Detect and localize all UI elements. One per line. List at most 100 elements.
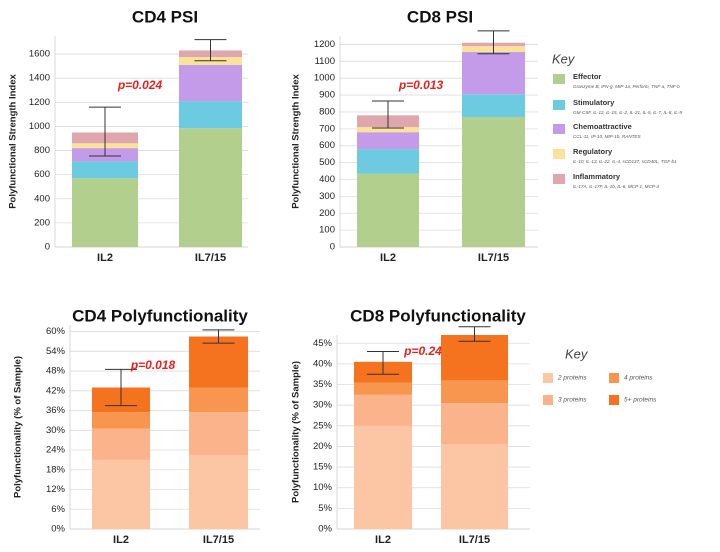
y-axis-label: Polyfunctionality (% of Sample)	[291, 361, 302, 503]
bar-segment-effector	[462, 117, 525, 247]
y-tick-label: 500	[319, 157, 335, 168]
x-tick-label: IL2	[375, 534, 391, 546]
chart-3: CD4 Polyfunctionality Polyfunctionality (…	[13, 306, 260, 546]
bar-segment-chemoattractive	[357, 132, 419, 150]
y-tick-label: 200	[319, 208, 335, 219]
legend-label: 5+ proteins	[624, 397, 657, 404]
y-axis-label: Polyfunctional Strength Index	[291, 73, 302, 208]
y-tick-label: 60%	[46, 326, 66, 337]
y-tick-label: 300	[319, 191, 335, 202]
p-value-annotation: p=0.013	[398, 78, 444, 92]
y-tick-label: 5%	[318, 503, 332, 514]
error-bar	[458, 326, 491, 342]
bar-segment-p4	[92, 412, 150, 429]
y-tick-label: 20%	[313, 441, 333, 452]
bar-segment-p3	[354, 394, 412, 426]
chart-2: CD8 PSI Polyfunctional Strength Index 0 100…	[291, 7, 538, 264]
bar-segment-p2	[354, 425, 412, 529]
legend-item-regulatory: Regulatory IL-10, IL-13, IL-22, IL-4, sCD…	[553, 147, 677, 164]
legend-label: Chemoattractive	[573, 122, 632, 131]
error-bar	[372, 100, 404, 129]
bar-segment-stimulatory	[179, 101, 242, 129]
y-tick-label: 700	[319, 123, 335, 134]
legend-swatch	[553, 124, 565, 134]
y-axis-label: Polyfunctional Strength Index	[8, 73, 19, 208]
legend-item-stimulatory: Stimulatory GM-CSF, IL-12, IL-15, IL-2, I…	[553, 98, 682, 115]
legend-label: Stimulatory	[573, 98, 615, 107]
x-tick-label: IL7/15	[459, 534, 490, 546]
y-tick-label: 400	[319, 174, 335, 185]
bar-segment-p4	[441, 380, 508, 404]
legend-item-p5: 5+ proteins	[609, 395, 657, 405]
bar-segment-stimulatory	[357, 149, 419, 174]
y-tick-label: 200	[34, 217, 50, 228]
legend-swatch	[609, 395, 619, 405]
y-tick-label: 1200	[29, 97, 50, 108]
y-tick-label: 0	[45, 242, 50, 253]
y-tick-label: 0	[330, 242, 335, 253]
y-tick-label: 1000	[314, 73, 335, 84]
legend-title: Key	[565, 346, 589, 361]
y-tick-label: 35%	[313, 379, 333, 390]
legend-title: Key	[552, 51, 576, 66]
error-bar	[477, 30, 510, 55]
legend-label: Effector	[573, 72, 601, 81]
y-tick-label: 10%	[313, 482, 333, 493]
p-value-annotation: p=0.24	[403, 344, 442, 358]
chart-title: CD4 PSI	[132, 7, 198, 26]
y-tick-label: 1600	[29, 49, 50, 60]
error-bar	[202, 329, 235, 344]
y-tick-label: 600	[319, 140, 335, 151]
error-bar	[89, 106, 121, 157]
y-tick-label: 6%	[51, 504, 65, 515]
p-value-annotation: p=0.018	[130, 358, 176, 372]
legend-swatch	[553, 100, 565, 110]
legend-sublabel: CCL-11, IP-10, MIP-1b, RANTES	[573, 134, 642, 139]
y-tick-label: 1400	[29, 73, 50, 84]
chart-1: CD4 PSI Polyfunctional Strength Index 0 200…	[8, 7, 248, 264]
legend-label: 3 proteins	[558, 397, 587, 404]
y-tick-label: 24%	[46, 445, 66, 456]
y-tick-label: 1200	[314, 39, 335, 50]
legend-swatch	[553, 174, 565, 184]
y-tick-label: 400	[34, 193, 50, 204]
x-tick-label: IL7/15	[203, 534, 234, 546]
y-tick-label: 1100	[315, 56, 335, 67]
y-tick-label: 800	[319, 106, 335, 117]
bar-segment-p4	[189, 387, 248, 413]
legend-sublabel: IL-17A, IL-17F, IL-1b, IL-6, MCP-1, MCP-…	[573, 184, 659, 189]
bar-segment-p2	[441, 444, 508, 529]
bar-segment-stimulatory	[72, 161, 138, 179]
y-tick-label: 0%	[318, 524, 332, 535]
chart-title: CD8 Polyfunctionality	[350, 306, 526, 325]
y-tick-label: 600	[34, 169, 50, 180]
bar-segment-p3	[92, 428, 150, 460]
legend-item-inflammatory: Inflammatory IL-17A, IL-17F, IL-1b, IL-6,…	[553, 172, 659, 189]
y-tick-label: 100	[319, 225, 335, 236]
x-tick-label: IL2	[113, 534, 129, 546]
y-tick-label: 900	[319, 90, 335, 101]
legend-swatch	[543, 373, 553, 383]
y-tick-label: 15%	[313, 462, 333, 473]
legend-item-p3: 3 proteins	[543, 395, 587, 405]
x-tick-label: IL2	[380, 252, 396, 264]
legend-swatch	[553, 149, 565, 159]
chart-title: CD8 PSI	[407, 7, 473, 26]
y-tick-label: 40%	[313, 358, 333, 369]
bar-segment-p2	[189, 454, 248, 529]
legend-item-chemoattractive: Chemoattractive CCL-11, IP-10, MIP-1b, RA…	[553, 122, 642, 139]
legend-swatch	[609, 373, 619, 383]
legend-sublabel: GM-CSF, IL-12, IL-15, IL-2, IL-21, IL-5,…	[573, 110, 682, 115]
error-bar	[367, 351, 399, 375]
x-tick-label: IL7/15	[195, 252, 226, 264]
x-tick-label: IL7/15	[478, 252, 509, 264]
bar-segment-p5	[441, 335, 508, 381]
x-tick-label: IL2	[97, 252, 113, 264]
bar-segment-p3	[189, 412, 248, 455]
bar-segment-p3	[441, 403, 508, 445]
y-tick-label: 48%	[46, 366, 66, 377]
legend-label: Regulatory	[573, 147, 613, 156]
error-bar	[105, 368, 137, 407]
bar-segment-p4	[354, 382, 412, 395]
legend-sublabel: Granzyme B, IFN-g, MIP-1a, Perforin, TNF…	[573, 84, 680, 89]
